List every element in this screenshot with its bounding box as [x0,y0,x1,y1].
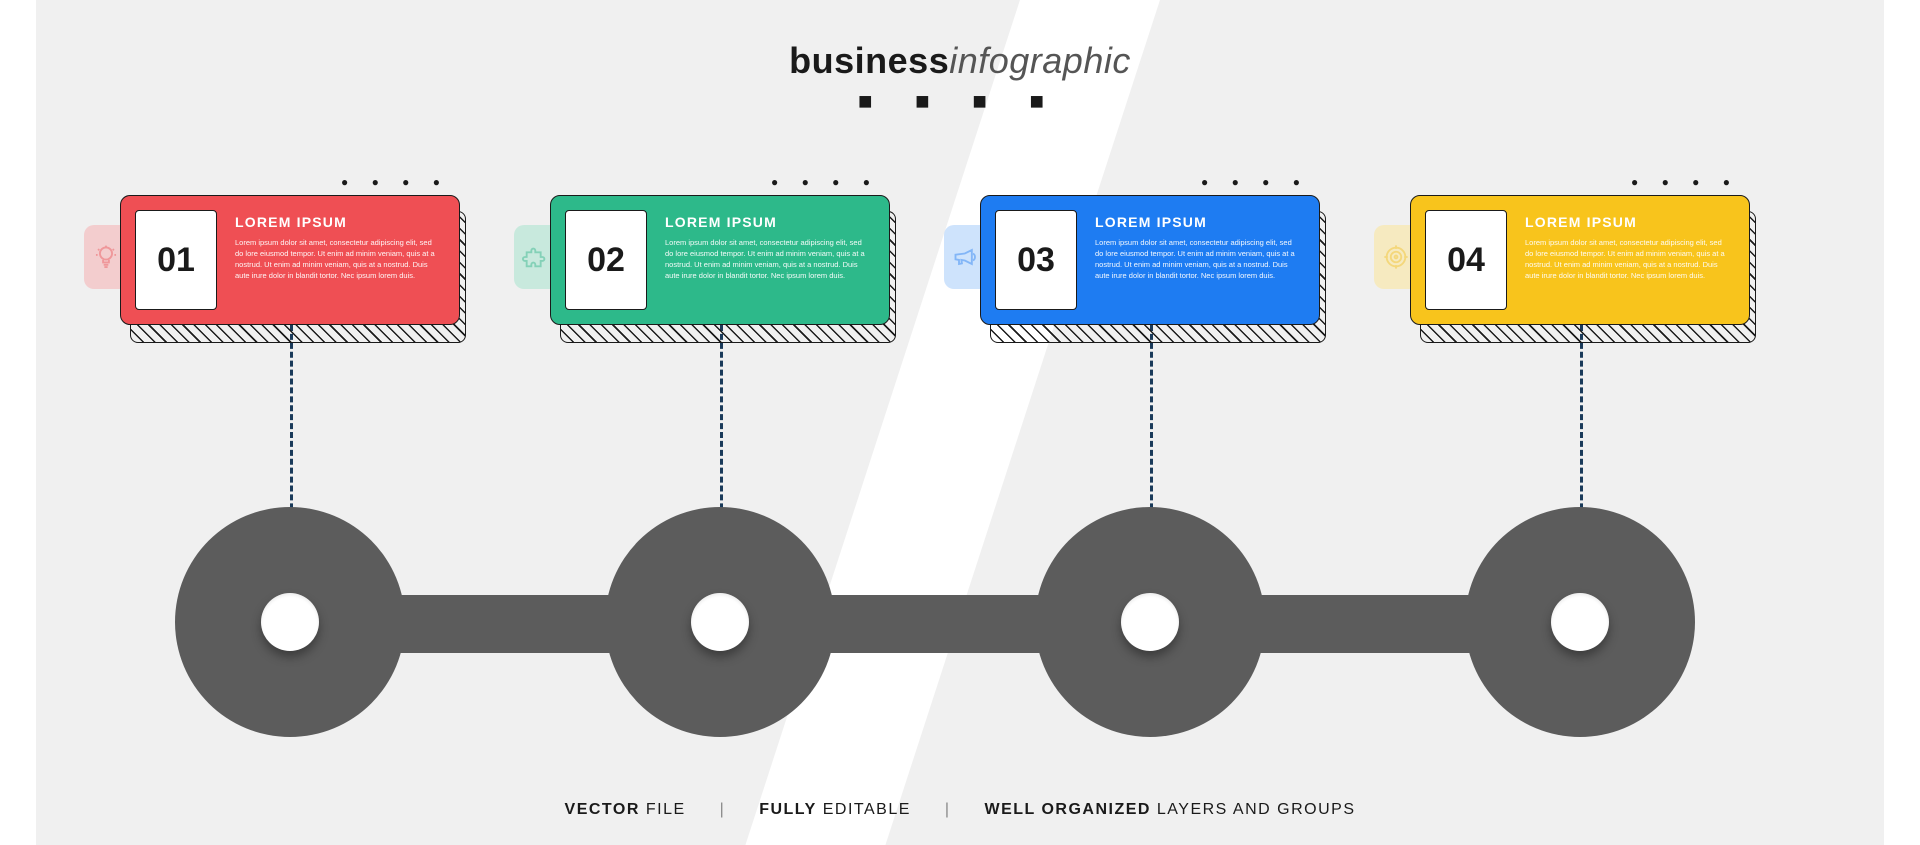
step-text: Lorem ipsum dolor sit amet, consectetur … [665,238,871,282]
main-title: businessinfographic ■ ■ ■ ■ [789,40,1131,116]
card-body-wrap: 02 LOREM IPSUM Lorem ipsum dolor sit ame… [550,195,890,325]
title-dots: ■ ■ ■ ■ [789,88,1131,116]
footer-seg3-rest: LAYERS AND GROUPS [1151,801,1356,818]
title-light: infographic [949,40,1131,81]
connector-inner-02 [691,593,749,651]
footer-seg1-rest: FILE [640,801,686,818]
step-title: LOREM IPSUM [665,214,871,230]
step-card-01: ● ● ● ● 01 LOREM IPSUM Lorem ipsum dolor… [120,195,460,325]
card-body-wrap: 04 LOREM IPSUM Lorem ipsum dolor sit ame… [1410,195,1750,325]
connector-shape [0,495,1920,755]
footer-seg3-bold: WELL ORGANIZED [984,801,1150,818]
card-body-wrap: 03 LOREM IPSUM Lorem ipsum dolor sit ame… [980,195,1320,325]
card-dots: ● ● ● ● [341,175,450,189]
footer-seg2-rest: EDITABLE [817,801,911,818]
card-dots: ● ● ● ● [771,175,880,189]
step-card-03: ● ● ● ● 03 LOREM IPSUM Lorem ipsum dolor… [980,195,1320,325]
step-title: LOREM IPSUM [1525,214,1731,230]
step-card-04: ● ● ● ● 04 LOREM IPSUM Lorem ipsum dolor… [1410,195,1750,325]
step-title: LOREM IPSUM [1095,214,1301,230]
connector-bar [290,595,1630,653]
footer-seg2-bold: FULLY [759,801,817,818]
card-dots: ● ● ● ● [1201,175,1310,189]
footer-sep-2: | [945,801,951,818]
title-bold: business [789,40,949,81]
step-text: Lorem ipsum dolor sit amet, consectetur … [235,238,441,282]
connector-inner-01 [261,593,319,651]
card-dots: ● ● ● ● [1631,175,1740,189]
footer-caption: VECTOR FILE | FULLY EDITABLE | WELL ORGA… [565,801,1356,819]
step-card-02: ● ● ● ● 02 LOREM IPSUM Lorem ipsum dolor… [550,195,890,325]
step-text: Lorem ipsum dolor sit amet, consectetur … [1525,238,1731,282]
connector-inner-04 [1551,593,1609,651]
step-title: LOREM IPSUM [235,214,441,230]
footer-seg1-bold: VECTOR [565,801,640,818]
step-number: 04 [1425,210,1507,310]
step-number: 02 [565,210,647,310]
step-text: Lorem ipsum dolor sit amet, consectetur … [1095,238,1301,282]
infographic-canvas: businessinfographic ■ ■ ■ ■ ● ● ● ● 01 L… [0,0,1920,845]
footer-sep-1: | [720,801,726,818]
connector-inner-03 [1121,593,1179,651]
step-number: 01 [135,210,217,310]
card-body-wrap: 01 LOREM IPSUM Lorem ipsum dolor sit ame… [120,195,460,325]
step-number: 03 [995,210,1077,310]
